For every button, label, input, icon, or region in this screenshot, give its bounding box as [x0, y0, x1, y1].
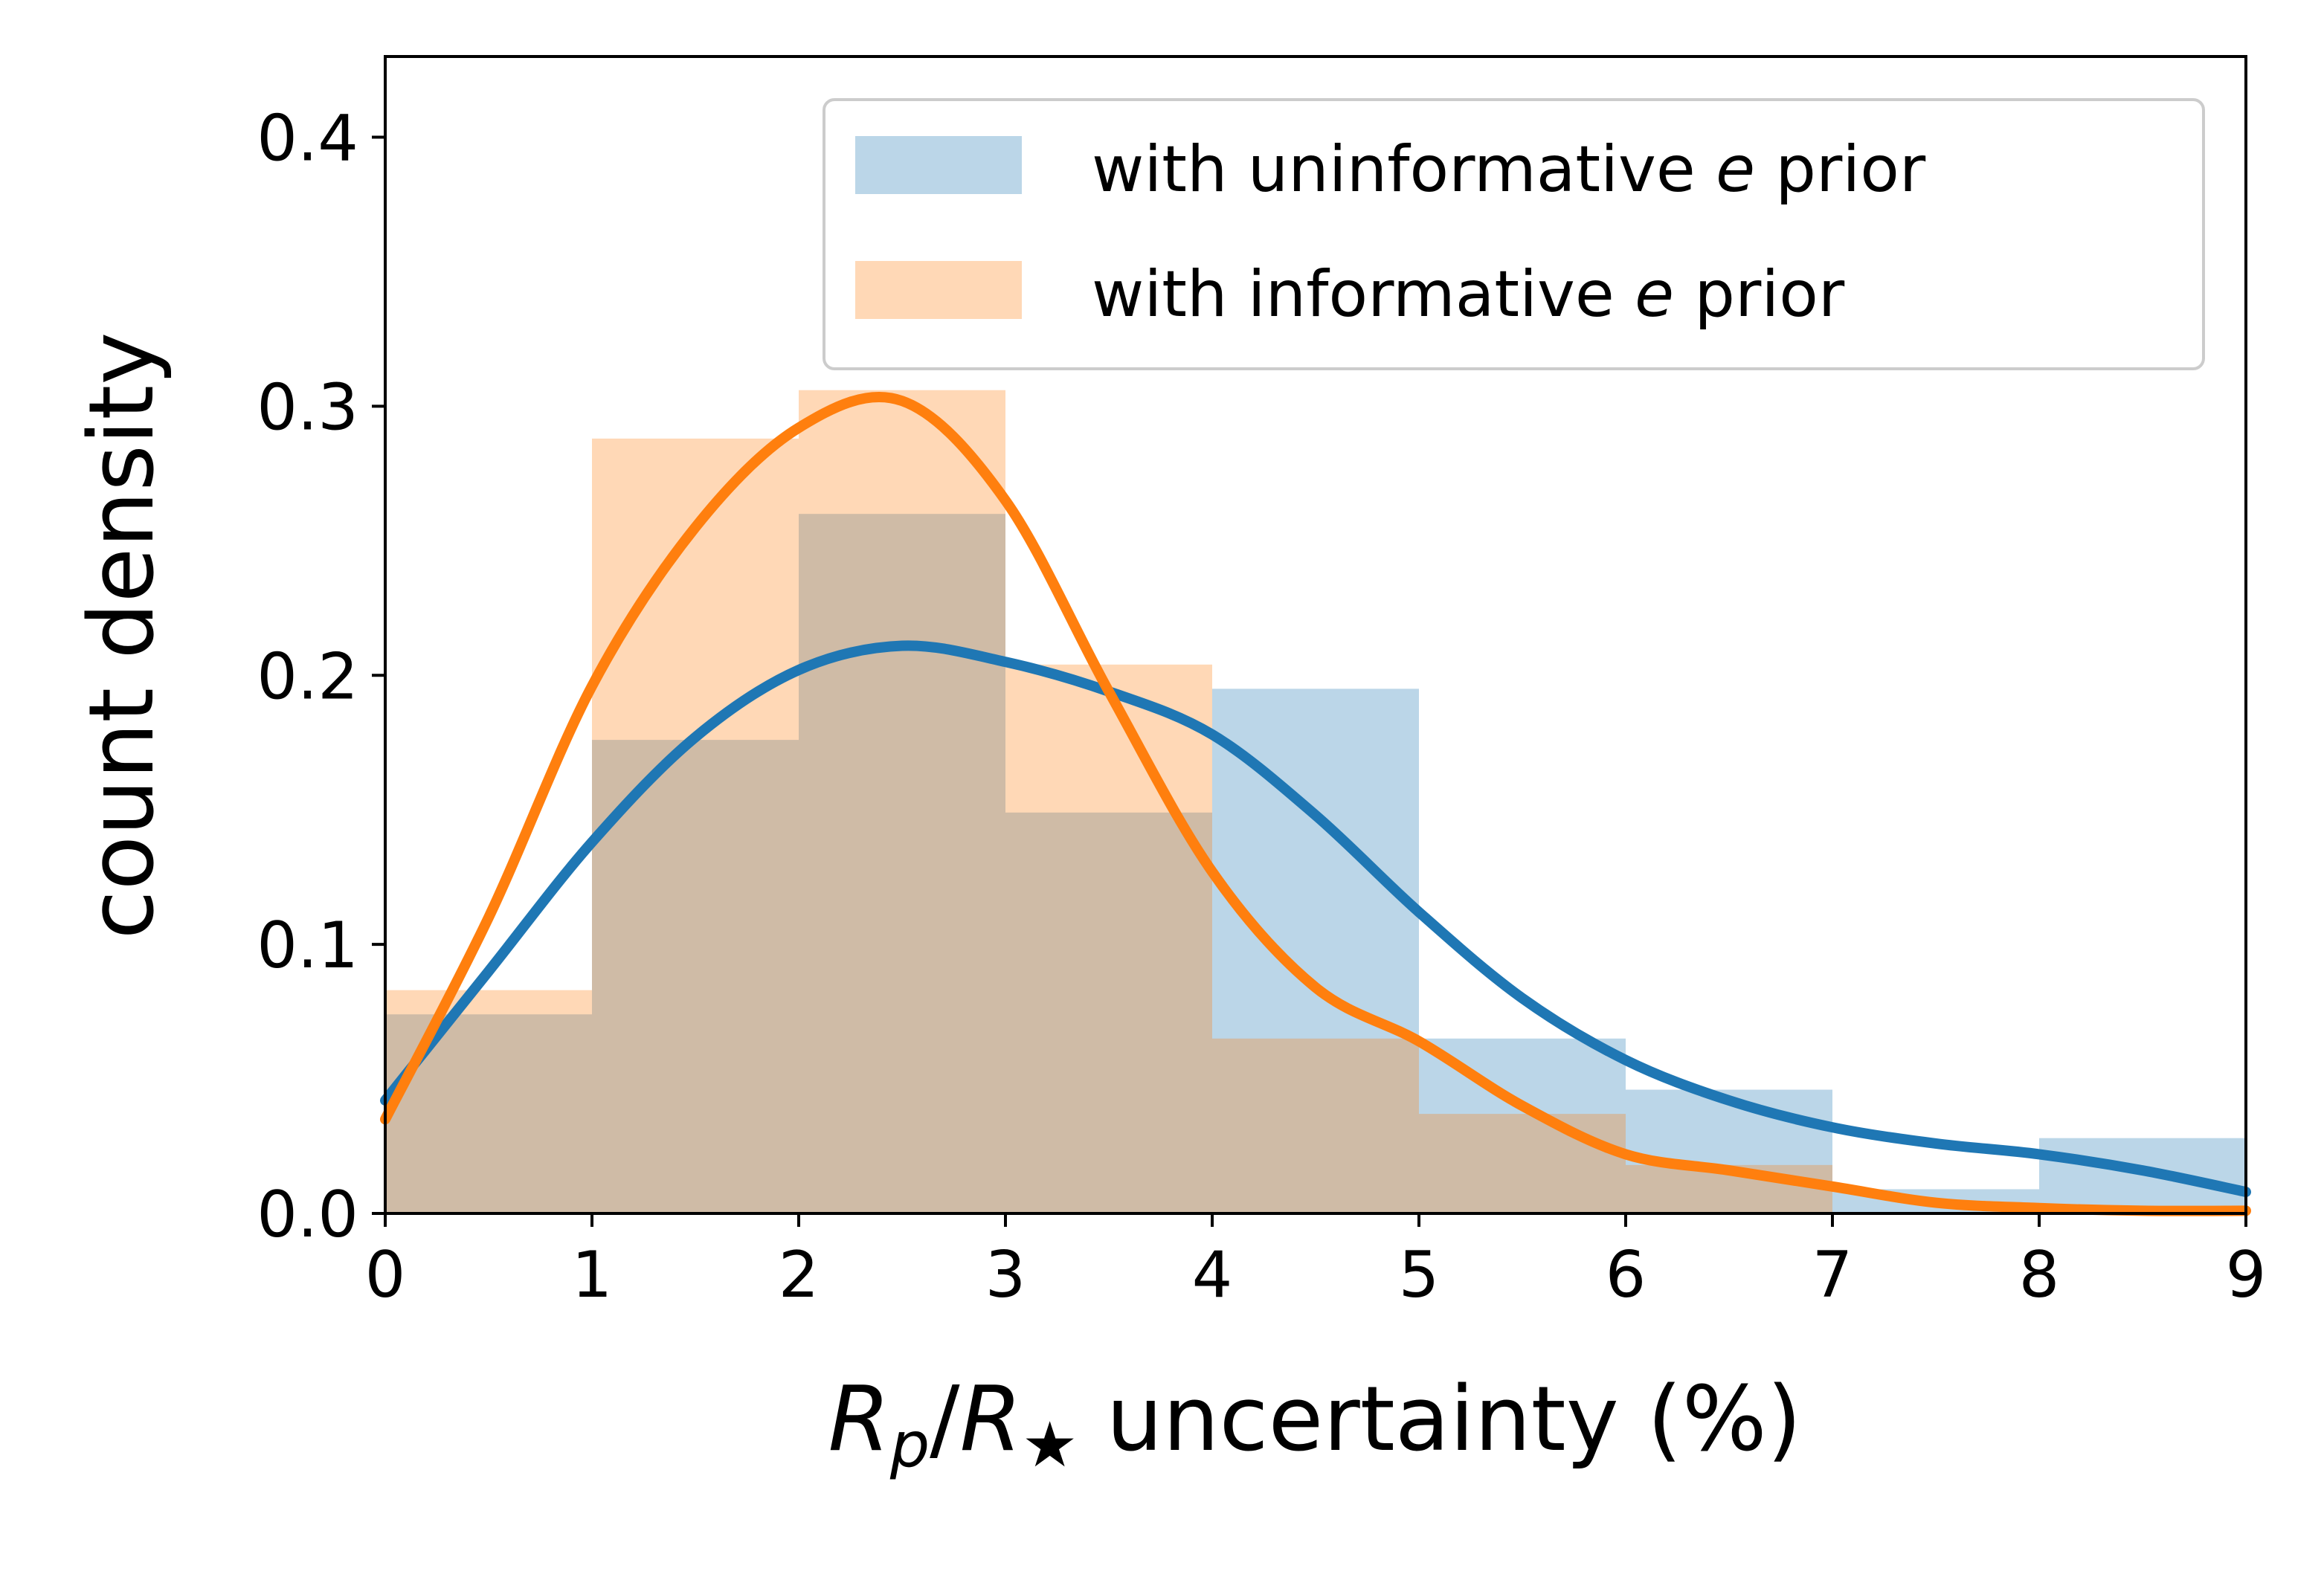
y-axis-ticks: 0.0 0.1 0.2 0.3 0.4 [257, 102, 385, 1252]
histogram-bar-series-1-bin-0 [385, 990, 592, 1213]
legend-label-informative: with informative e prior [1092, 257, 1845, 332]
histogram-bars [385, 390, 2246, 1214]
x-tick-label: 0 [365, 1238, 406, 1312]
x-axis-label-rest: uncertainty (%) [1078, 1368, 1801, 1471]
histogram-bar-series-0-bin-1 [592, 740, 799, 1213]
histogram-bar-series-1-bin-5 [1419, 1114, 1626, 1213]
histogram-bar-series-0-bin-4 [1212, 689, 1419, 1213]
histogram-bar-series-0-bin-8 [2039, 1138, 2246, 1213]
histogram-bar-series-1-bin-3 [1005, 664, 1212, 1213]
y-tick-label: 0.4 [257, 102, 358, 176]
y-tick-label: 0.1 [257, 909, 358, 983]
histogram-bar-series-1-bin-2 [799, 390, 1005, 1213]
x-axis-label-star: ★ [1022, 1408, 1078, 1481]
histogram-bar-series-0-bin-6 [1626, 1089, 1832, 1213]
kde-lines [380, 391, 2251, 1216]
x-tick-label: 5 [1399, 1238, 1440, 1312]
histogram-bar-series-1-bin-4 [1212, 1038, 1419, 1213]
legend-frame [823, 98, 2205, 370]
x-axis-label-p: p [889, 1408, 930, 1481]
legend-swatch-informative [855, 261, 1022, 319]
x-axis-label-r-star: R [960, 1368, 1022, 1471]
kde-line-series-1 [380, 391, 2251, 1216]
x-tick-label: 1 [572, 1238, 613, 1312]
legend-label-uninformative: with uninformative e prior [1092, 132, 1926, 207]
x-axis-ticks: 0 1 2 3 4 5 6 7 8 9 [365, 1213, 2267, 1312]
y-axis-label: count density [71, 332, 174, 940]
y-tick-label: 0.2 [257, 639, 358, 714]
y-tick-label: 0.0 [257, 1178, 358, 1252]
x-tick-label: 3 [985, 1238, 1026, 1312]
x-axis-label-r: R [828, 1368, 889, 1471]
x-tick-label: 9 [2226, 1238, 2267, 1312]
legend-swatch-uninformative [855, 136, 1022, 194]
histogram-bar-series-1-bin-1 [592, 438, 799, 1214]
y-tick-label: 0.3 [257, 370, 358, 445]
x-tick-label: 4 [1192, 1238, 1233, 1312]
x-tick-label: 6 [1606, 1238, 1647, 1312]
x-tick-label: 7 [1812, 1238, 1853, 1312]
histogram-bar-series-0-bin-3 [1005, 812, 1212, 1213]
plot-frame [384, 55, 2247, 1215]
x-tick-label: 8 [2019, 1238, 2060, 1312]
x-tick-label: 2 [779, 1238, 820, 1312]
kde-line-series-0 [380, 640, 2251, 1198]
x-axis-label-slash: / [930, 1368, 960, 1471]
histogram-bar-series-0-bin-2 [799, 514, 1005, 1213]
x-axis-label: Rp/R★ uncertainty (%) [828, 1368, 1801, 1481]
legend: with uninformative e prior with informat… [823, 98, 2205, 370]
